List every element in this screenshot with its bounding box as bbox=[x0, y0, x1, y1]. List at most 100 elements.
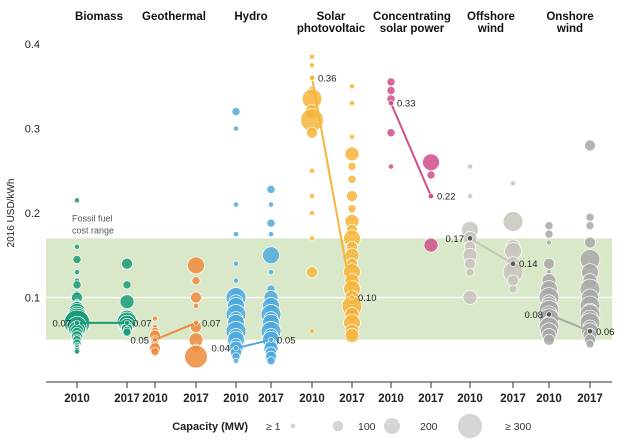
avg-point-geothermal-2010 bbox=[152, 336, 158, 343]
band-label-line-1: cost range bbox=[72, 225, 114, 235]
x-tick-label-3-2017: 2017 bbox=[339, 393, 365, 405]
point-onshore-wind-2017-3 bbox=[584, 236, 596, 249]
ytick-label-3: 0.4 bbox=[25, 39, 40, 51]
point-hydro-2017-1 bbox=[268, 201, 275, 208]
point-hydro-2010-5 bbox=[233, 277, 240, 284]
ytick-label-2: 0.3 bbox=[25, 124, 40, 136]
avg-label-onshore-wind-2017: 0.06 bbox=[596, 327, 615, 338]
fossil-fuel-band-label: Fossil fuel cost range bbox=[72, 213, 114, 235]
point-geothermal-2017-2 bbox=[190, 291, 202, 304]
avg-line-offshore-wind bbox=[469, 237, 514, 265]
point-offshore-wind-2010-8 bbox=[462, 290, 478, 305]
point-offshore-wind-2017-7 bbox=[508, 284, 518, 294]
avg-line-solar-photovoltaic bbox=[311, 77, 353, 298]
point-hydro-2017-4 bbox=[262, 246, 280, 265]
header-solar-photovoltaic-line-1: photovoltaic bbox=[297, 23, 366, 35]
point-hydro-2017-5 bbox=[268, 269, 275, 276]
avg-label-solar-photovoltaic-2010: 0.36 bbox=[318, 73, 337, 84]
point-onshore-wind-2017-0 bbox=[584, 139, 596, 152]
legend-label-3: ≥ 300 bbox=[505, 421, 531, 433]
point-geothermal-2017-3 bbox=[193, 302, 200, 309]
point-solar-photovoltaic-2017-7 bbox=[347, 204, 357, 214]
point-biomass-2010-36 bbox=[73, 348, 80, 355]
x-tick-label-2-2017: 2017 bbox=[258, 393, 284, 405]
point-offshore-wind-2017-6 bbox=[507, 274, 519, 287]
avg-label-offshore-wind-2010: 0.17 bbox=[446, 234, 465, 245]
point-concentrating-solar-power-2010-3 bbox=[386, 128, 396, 138]
point-solar-photovoltaic-2010-9 bbox=[309, 193, 316, 200]
point-biomass-2010-0 bbox=[73, 197, 80, 204]
legend-label-2: 200 bbox=[420, 421, 438, 433]
point-biomass-2010-1 bbox=[73, 243, 80, 250]
avg-point-onshore-wind-2017 bbox=[587, 328, 593, 335]
point-solar-photovoltaic-2017-4 bbox=[347, 162, 357, 171]
point-hydro-2017-3 bbox=[268, 231, 275, 238]
legend-circle-1 bbox=[332, 420, 344, 432]
avg-point-solar-photovoltaic-2010 bbox=[309, 74, 315, 81]
point-biomass-2017-1 bbox=[122, 280, 132, 290]
header-offshore-wind-line-0: Offshore bbox=[467, 11, 515, 23]
point-solar-photovoltaic-2010-7 bbox=[306, 126, 318, 139]
avg-label-geothermal-2017: 0.07 bbox=[202, 318, 221, 329]
avg-line-geothermal bbox=[154, 321, 197, 341]
point-solar-photovoltaic-2017-5 bbox=[347, 174, 357, 184]
avg-label-biomass-2017: 0.07 bbox=[133, 318, 152, 329]
point-solar-photovoltaic-2010-8 bbox=[309, 167, 316, 174]
point-onshore-wind-2010-1 bbox=[544, 229, 554, 239]
point-biomass-2010-3 bbox=[73, 269, 80, 276]
legend-label-1: 100 bbox=[358, 421, 376, 433]
point-onshore-wind-2010-2 bbox=[545, 239, 552, 246]
legend-title: Capacity (MW) bbox=[172, 421, 248, 433]
avg-line-onshore-wind bbox=[548, 313, 591, 333]
avg-label-offshore-wind-2017: 0.14 bbox=[519, 259, 538, 270]
avg-point-offshore-wind-2017 bbox=[510, 260, 516, 267]
avg-point-onshore-wind-2010 bbox=[546, 311, 552, 318]
point-hydro-2010-3 bbox=[233, 231, 240, 238]
point-concentrating-solar-power-2010-0 bbox=[386, 77, 396, 87]
point-hydro-2010-22 bbox=[233, 357, 240, 364]
x-tick-label-0-2017: 2017 bbox=[114, 393, 140, 405]
average-lines: 0.07 0.07 0.05 0.07 0.04 0.05 0.36 0.10 0.33 0.22… bbox=[53, 73, 615, 354]
x-tick-label-5-2010: 2010 bbox=[457, 393, 483, 405]
point-solar-photovoltaic-2017-2 bbox=[349, 133, 356, 140]
header-hydro-line-0: Hydro bbox=[234, 11, 267, 23]
point-biomass-2017-2 bbox=[119, 294, 135, 310]
legend: Capacity (MW) ≥ 1 100 200 ≥ 300 bbox=[172, 413, 531, 439]
point-solar-photovoltaic-2010-12 bbox=[306, 266, 318, 279]
point-biomass-2010-2 bbox=[72, 255, 82, 264]
point-solar-photovoltaic-2010-0 bbox=[309, 53, 316, 60]
point-biomass-2017-0 bbox=[121, 257, 133, 270]
point-geothermal-2010-0 bbox=[152, 315, 159, 322]
avg-point-concentrating-solar-power-2017 bbox=[428, 193, 434, 199]
header-onshore-wind-line-1: wind bbox=[556, 23, 583, 35]
avg-line-concentrating-solar-power bbox=[390, 102, 432, 197]
legend-circle-0 bbox=[290, 423, 296, 429]
x-axis: 2010 2017 2010 2017 2010 2017 2010 2017 2010 2017… bbox=[46, 381, 612, 405]
point-hydro-2010-4 bbox=[233, 260, 240, 267]
point-onshore-wind-2010-3 bbox=[543, 257, 555, 270]
point-concentrating-solar-power-2017-0 bbox=[422, 153, 440, 172]
point-geothermal-2010-7 bbox=[150, 347, 160, 357]
ytick-label-1: 0.2 bbox=[25, 208, 40, 220]
point-onshore-wind-2017-2 bbox=[585, 221, 595, 231]
header-offshore-wind-line-1: wind bbox=[477, 23, 504, 35]
point-hydro-2017-0 bbox=[266, 184, 276, 194]
band-label-line-0: Fossil fuel bbox=[72, 213, 113, 223]
avg-point-biomass-2010 bbox=[74, 319, 80, 326]
point-solar-photovoltaic-2010-13 bbox=[309, 328, 316, 335]
avg-label-onshore-wind-2010: 0.08 bbox=[525, 310, 544, 321]
header-concentrating-solar-power-line-1: solar power bbox=[380, 23, 445, 35]
avg-label-solar-photovoltaic-2017: 0.10 bbox=[358, 293, 377, 304]
header-onshore-wind-line-0: Onshore bbox=[546, 11, 593, 23]
point-hydro-2017-2 bbox=[266, 218, 276, 228]
point-concentrating-solar-power-2017-3 bbox=[423, 237, 439, 253]
avg-label-concentrating-solar-power-2010: 0.33 bbox=[397, 99, 416, 110]
avg-label-biomass-2010: 0.07 bbox=[53, 318, 72, 329]
legend-label-0: ≥ 1 bbox=[266, 421, 281, 433]
header-solar-photovoltaic-line-0: Solar bbox=[317, 11, 346, 23]
point-onshore-wind-2017-1 bbox=[585, 212, 595, 222]
point-hydro-2010-1 bbox=[233, 125, 240, 132]
point-concentrating-solar-power-2010-1 bbox=[386, 86, 396, 95]
point-onshore-wind-2010-0 bbox=[544, 221, 554, 231]
